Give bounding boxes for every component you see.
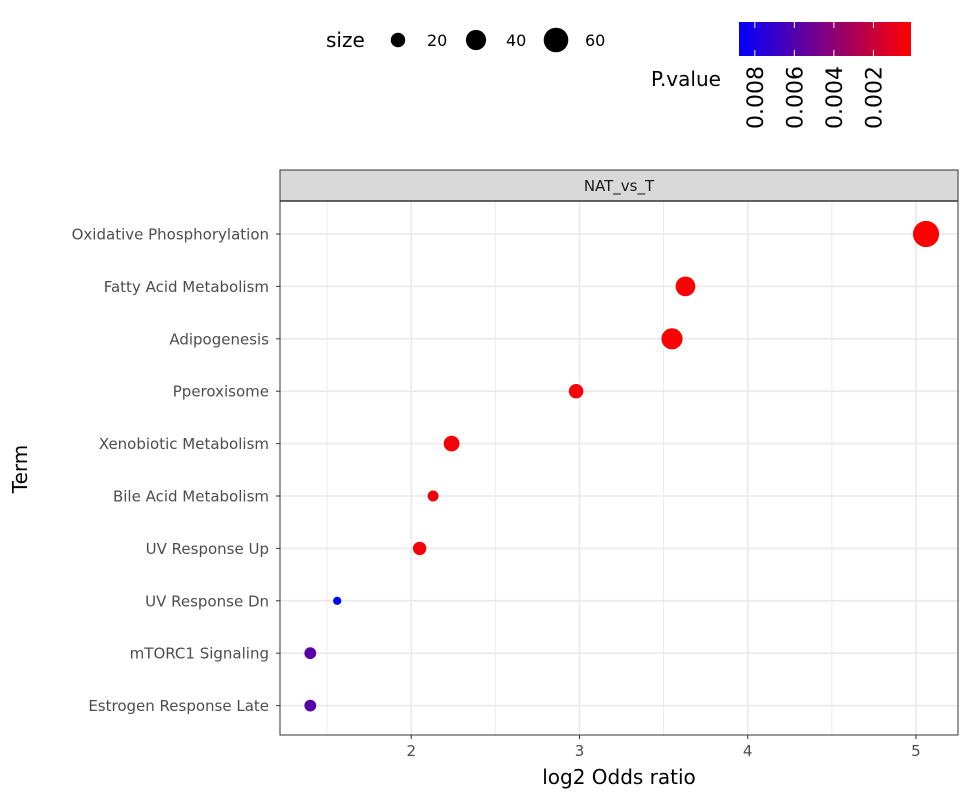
point	[912, 220, 940, 248]
x-tick-label: 3	[575, 742, 585, 760]
size-legend-key-20	[390, 32, 406, 48]
point	[568, 383, 584, 399]
y-tick-label: UV Response Up	[146, 540, 269, 558]
point	[427, 490, 439, 502]
color-legend-title: P.value	[651, 67, 721, 91]
size-legend-label-60: 60	[585, 31, 605, 50]
x-axis-title: log2 Odds ratio	[542, 765, 696, 789]
point	[333, 596, 342, 605]
facet-strip-label: NAT_vs_T	[584, 177, 655, 196]
y-axis: Oxidative Phosphorylation Fatty Acid Meta…	[72, 226, 280, 715]
y-tick-label: mTORC1 Signaling	[130, 645, 269, 663]
y-tick-label: Pperoxisome	[173, 383, 269, 401]
color-bar	[739, 22, 911, 56]
point	[304, 699, 317, 712]
size-legend-key-40	[465, 29, 487, 51]
size-legend-label-20: 20	[427, 31, 447, 50]
plot-panel: NAT_vs_T	[279, 169, 959, 736]
x-tick-label: 4	[743, 742, 753, 760]
y-tick-label: Bile Acid Metabolism	[113, 488, 269, 506]
size-legend-title: size	[326, 28, 365, 52]
y-tick-label: UV Response Dn	[145, 592, 269, 610]
point	[412, 541, 427, 556]
y-tick-label: Estrogen Response Late	[88, 697, 269, 715]
point	[443, 435, 460, 452]
x-tick-label: 2	[406, 742, 416, 760]
color-bar-tick-label: 0.008	[744, 66, 769, 129]
color-bar-tick-label: 0.002	[862, 66, 887, 129]
y-tick-label: Xenobiotic Metabolism	[99, 435, 269, 453]
y-axis-title: Term	[8, 445, 32, 494]
y-tick-label: Oxidative Phosphorylation	[72, 226, 269, 244]
point	[675, 276, 696, 297]
panel-background	[280, 201, 958, 735]
point	[304, 647, 317, 660]
y-tick-label: Adipogenesis	[169, 330, 269, 348]
color-bar-ticks: 0.008 0.006 0.004 0.002	[744, 22, 887, 129]
color-bar-tick-label: 0.006	[783, 66, 808, 129]
facet-strip	[279, 169, 959, 202]
color-bar-tick-label: 0.004	[823, 66, 848, 129]
size-legend-key-60	[543, 27, 569, 53]
size-legend-label-40: 40	[506, 31, 526, 50]
x-tick-label: 5	[911, 742, 921, 760]
points	[304, 220, 940, 712]
size-legend: size 20 40 60	[326, 27, 605, 53]
grid	[280, 201, 958, 735]
y-tick-label: Fatty Acid Metabolism	[104, 278, 269, 296]
point	[661, 328, 683, 350]
color-legend: P.value 0.008 0.006 0.004 0.002	[651, 22, 911, 129]
x-axis: 2 3 4 5	[406, 735, 921, 760]
